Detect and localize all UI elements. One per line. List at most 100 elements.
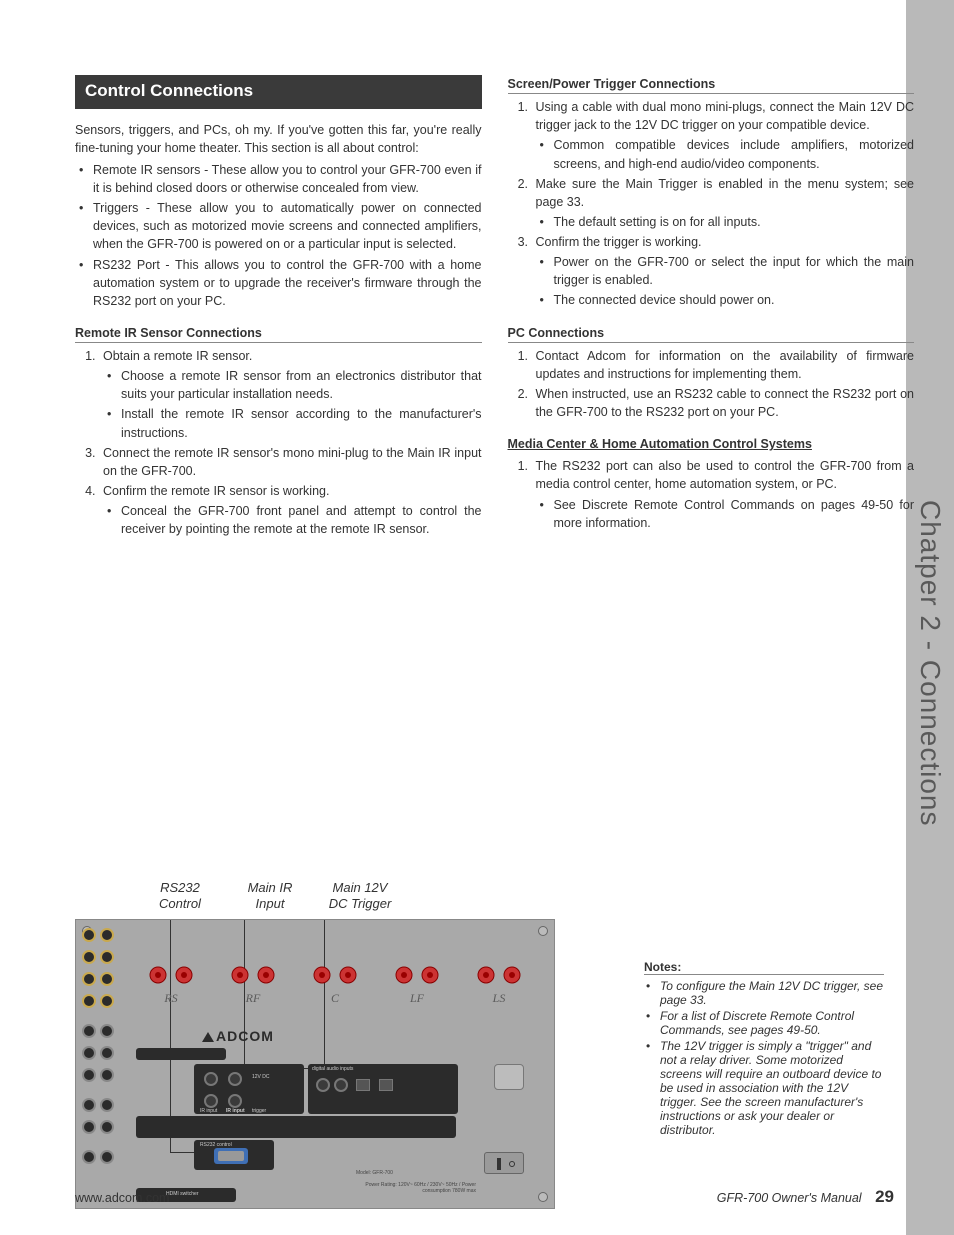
jack-label: 12V DC [252, 1074, 270, 1080]
rca-jack [82, 1068, 96, 1082]
rca-jack [82, 1024, 96, 1038]
jack-icon [334, 1078, 348, 1092]
jack-icon [204, 1094, 218, 1108]
panel-strip [136, 1048, 226, 1060]
note-item: For a list of Discrete Remote Control Co… [660, 1009, 884, 1037]
power-inlet-icon [484, 1152, 524, 1174]
panel-label: RS232 control [200, 1142, 232, 1148]
db9-port-icon [214, 1148, 248, 1164]
screw-icon [538, 926, 548, 936]
binding-post-icon [231, 966, 249, 984]
ir-trigger-panel: 12V DC IR input IR input trigger [194, 1064, 304, 1114]
step-text: The RS232 port can also be used to contr… [536, 459, 915, 491]
step-text: Obtain a remote IR sensor. [103, 349, 252, 363]
step: Contact Adcom for information on the ava… [532, 347, 915, 383]
section-header: Control Connections [75, 75, 482, 109]
step: Make sure the Main Trigger is enabled in… [532, 175, 915, 231]
subhead-media: Media Center & Home Automation Control S… [508, 435, 915, 453]
note-item: To configure the Main 12V DC trigger, se… [660, 979, 884, 1007]
diagram-wrap: RS232 Control Main IR Input Main 12V DC … [75, 880, 555, 1209]
notes-block: Notes: To configure the Main 12V DC trig… [644, 960, 884, 1139]
substep: The default setting is on for all inputs… [554, 213, 915, 231]
rca-jack [82, 972, 96, 986]
jack-icon [204, 1072, 218, 1086]
footer-page-number: 29 [875, 1187, 894, 1206]
panel-strip [136, 1116, 456, 1138]
rca-jack [82, 928, 96, 942]
step: Obtain a remote IR sensor. Choose a remo… [99, 347, 482, 442]
step-text: Using a cable with dual mono mini-plugs,… [536, 100, 915, 132]
subhead-pc: PC Connections [508, 324, 915, 343]
notes-heading: Notes: [644, 960, 884, 975]
rca-jack [82, 950, 96, 964]
digital-inputs-panel: digital audio inputs [308, 1064, 458, 1114]
intro-bullet: Remote IR sensors - These allow you to c… [93, 161, 482, 197]
substep: Common compatible devices include amplif… [554, 136, 915, 172]
binding-post-icon [395, 966, 413, 984]
callout-main-ir: Main IR Input [235, 880, 305, 913]
footer-manual-title: GFR-700 Owner's Manual [717, 1191, 862, 1205]
binding-post-icon [503, 966, 521, 984]
rca-jack [100, 1120, 114, 1134]
speaker-label: RS [136, 991, 206, 1006]
antenna-panel [494, 1064, 524, 1090]
step: Using a cable with dual mono mini-plugs,… [532, 98, 915, 173]
step: Connect the remote IR sensor's mono mini… [99, 444, 482, 480]
right-column: Screen/Power Trigger Connections Using a… [508, 75, 915, 540]
diagram-callout-labels: RS232 Control Main IR Input Main 12V DC … [75, 880, 555, 913]
model-text: Model: GFR-700 [356, 1170, 393, 1176]
intro-bullets: Remote IR sensors - These allow you to c… [75, 161, 482, 310]
rca-jack [100, 1046, 114, 1060]
callout-rs232: RS232 Control [145, 880, 215, 913]
step: Confirm the remote IR sensor is working.… [99, 482, 482, 538]
substep: Install the remote IR sensor according t… [121, 405, 482, 441]
speaker-label: LS [464, 991, 534, 1006]
page-footer: www.adcom.com GFR-700 Owner's Manual 29 [75, 1187, 894, 1207]
speaker-label: RF [218, 991, 288, 1006]
substep: Choose a remote IR sensor from an electr… [121, 367, 482, 403]
rca-jack [100, 1068, 114, 1082]
substep: See Discrete Remote Control Commands on … [554, 496, 915, 532]
rca-jack [82, 1120, 96, 1134]
jack-label: trigger [252, 1108, 266, 1114]
rca-jack [82, 1046, 96, 1060]
intro-bullet: Triggers - These allow you to automatica… [93, 199, 482, 253]
binding-post-icon [257, 966, 275, 984]
binding-post-icon [477, 966, 495, 984]
step: The RS232 port can also be used to contr… [532, 457, 915, 532]
step: When instructed, use an RS232 cable to c… [532, 385, 915, 421]
step: Confirm the trigger is working. Power on… [532, 233, 915, 310]
substep: The connected device should power on. [554, 291, 915, 309]
optical-jack-icon [379, 1079, 393, 1091]
rca-jack [82, 994, 96, 1008]
subhead-trigger: Screen/Power Trigger Connections [508, 75, 915, 94]
rca-jack [100, 1098, 114, 1112]
left-column: Control Connections Sensors, triggers, a… [75, 75, 482, 540]
rca-jack [82, 1098, 96, 1112]
subhead-remote-ir: Remote IR Sensor Connections [75, 324, 482, 343]
speaker-label: LF [382, 991, 452, 1006]
intro-bullet: RS232 Port - This allows you to control … [93, 256, 482, 310]
jack-icon [228, 1094, 242, 1108]
substep: Conceal the GFR-700 front panel and atte… [121, 502, 482, 538]
jack-icon [316, 1078, 330, 1092]
jack-label: IR input [200, 1108, 217, 1114]
intro-text: Sensors, triggers, and PCs, oh my. If yo… [75, 121, 482, 157]
rca-jack [82, 1150, 96, 1164]
speaker-terminals-row: RS RF C LF LS [96, 956, 534, 1016]
note-item: The 12V trigger is simply a "trigger" an… [660, 1039, 884, 1137]
rca-jack [100, 1024, 114, 1038]
rear-panel-diagram: RS RF C LF LS ADCOM [75, 919, 555, 1209]
binding-post-icon [313, 966, 331, 984]
binding-post-icon [339, 966, 357, 984]
optical-jack-icon [356, 1079, 370, 1091]
step-text: Confirm the remote IR sensor is working. [103, 484, 329, 498]
jack-icon [228, 1072, 242, 1086]
binding-post-icon [175, 966, 193, 984]
binding-post-icon [149, 966, 167, 984]
speaker-label: C [300, 991, 370, 1006]
footer-url: www.adcom.com [75, 1191, 169, 1205]
trigger-steps: Using a cable with dual mono mini-plugs,… [508, 98, 915, 309]
rca-jack [100, 1150, 114, 1164]
rca-jack [100, 928, 114, 942]
